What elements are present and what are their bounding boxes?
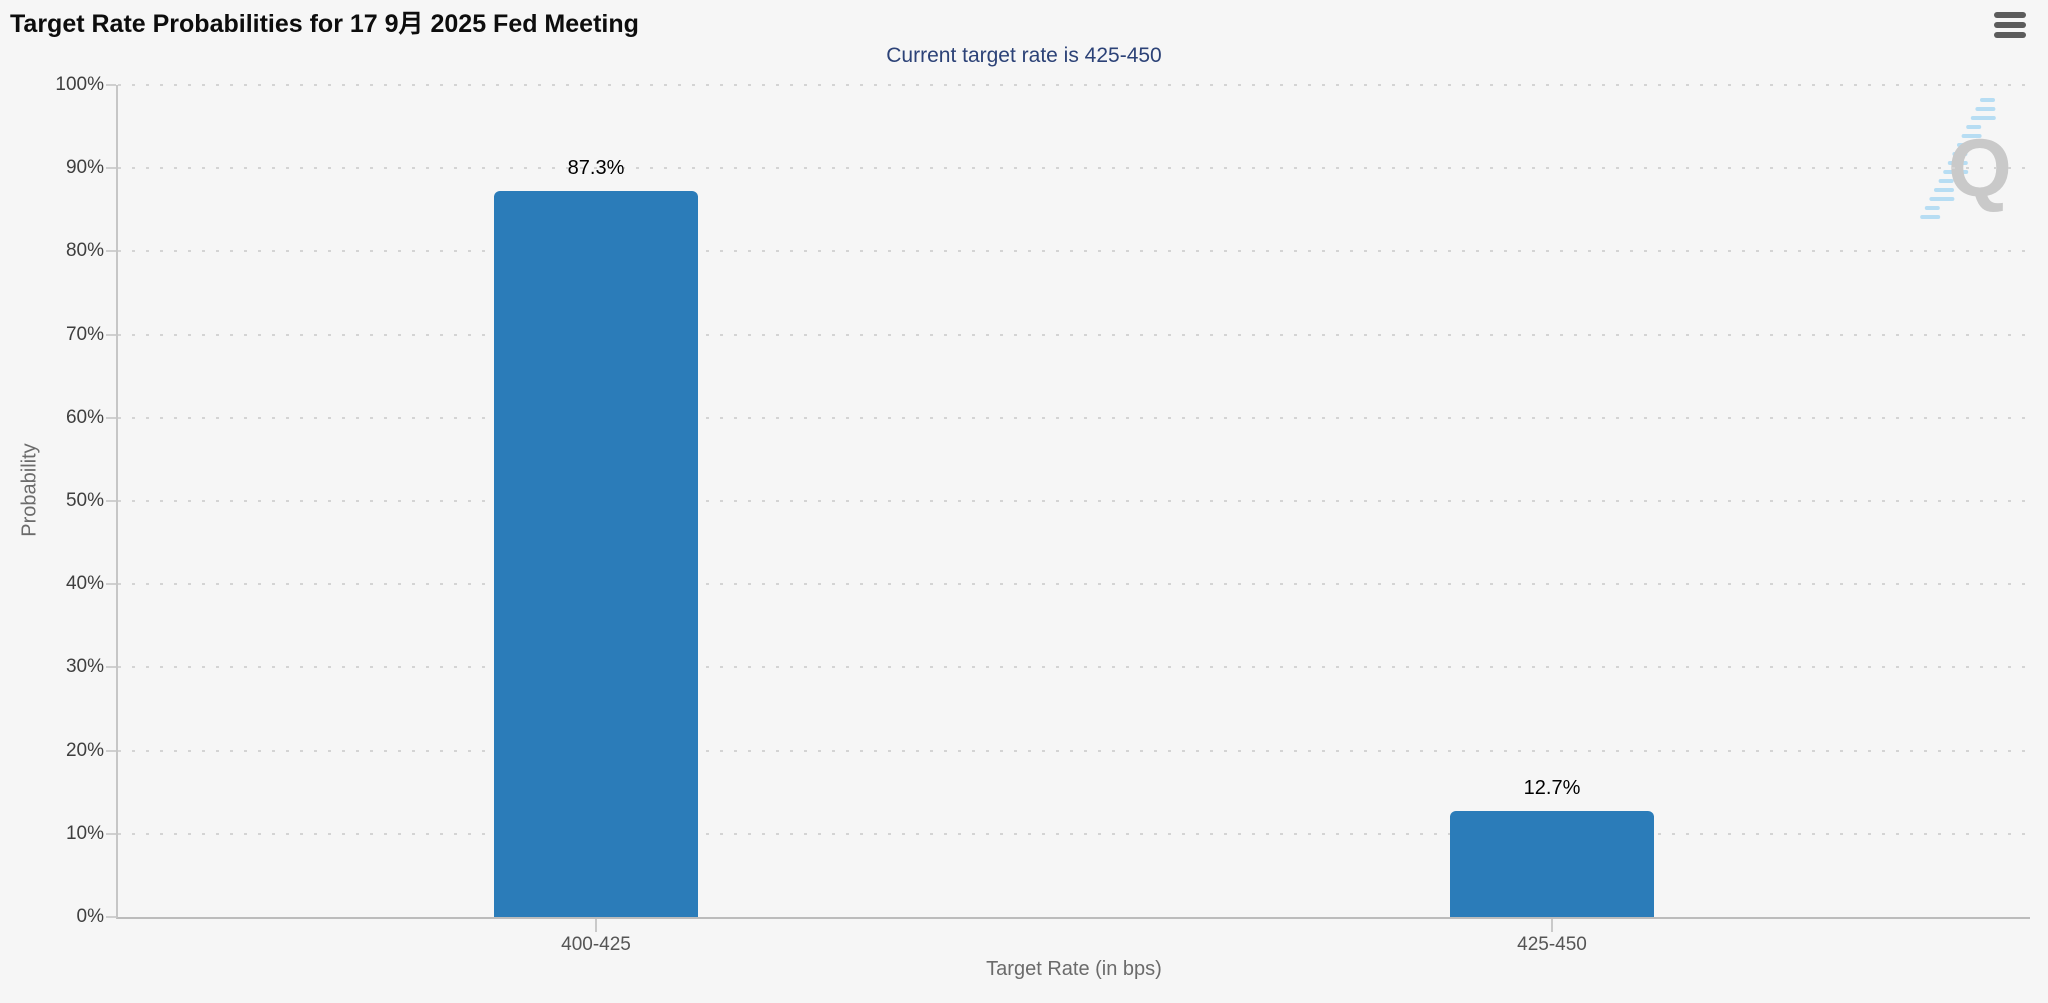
y-gridline — [118, 333, 2030, 336]
watermark-stripes-icon — [1920, 98, 1996, 219]
y-axis-label: 90% — [65, 157, 104, 179]
y-gridline — [118, 84, 2030, 86]
y-axis-label: 80% — [65, 240, 104, 262]
y-axis-label: 10% — [65, 822, 104, 844]
x-axis-title: Target Rate (in bps) — [986, 958, 1162, 980]
y-axis-label: 100% — [55, 74, 104, 95]
y-axis-tick — [106, 84, 116, 86]
chart-title: Target Rate Probabilities for 17 9月 2025… — [10, 10, 639, 38]
y-axis-tick — [106, 916, 116, 918]
y-axis-tick — [106, 500, 116, 502]
y-axis-tick — [106, 749, 116, 752]
y-axis-label: 30% — [65, 656, 104, 678]
y-axis-label: 20% — [65, 739, 104, 761]
y-axis-tick — [106, 832, 116, 835]
y-axis-label: 40% — [65, 573, 104, 595]
y-axis-tick — [106, 416, 116, 419]
y-gridline — [118, 832, 2030, 835]
y-axis-tick — [106, 333, 116, 336]
probability-bar[interactable] — [494, 190, 698, 917]
x-axis-label: 425-450 — [1517, 934, 1587, 955]
hamburger-icon — [1994, 32, 2026, 38]
x-axis-label: 400-425 — [561, 934, 631, 955]
x-axis-tick — [595, 919, 597, 932]
y-gridline — [118, 749, 2030, 752]
y-gridline — [118, 167, 2030, 170]
hamburger-icon — [1994, 12, 2026, 18]
y-axis-tick — [106, 583, 116, 586]
hamburger-menu-button[interactable] — [1994, 12, 2026, 38]
y-gridline — [118, 416, 2030, 419]
x-axis-tick — [1551, 919, 1553, 932]
y-axis-tick — [106, 250, 116, 253]
y-gridline — [118, 250, 2030, 253]
bar-value-label: 87.3% — [567, 156, 625, 179]
hamburger-icon — [1994, 22, 2026, 28]
y-gridline — [118, 500, 2030, 502]
plot-area: 87.3% 12.7% — [116, 84, 2030, 919]
y-axis-label: 60% — [65, 406, 104, 428]
y-axis-tick — [106, 167, 116, 170]
y-axis-label: 0% — [76, 906, 104, 927]
y-axis-label: 70% — [65, 323, 104, 345]
probability-bar[interactable] — [1450, 811, 1654, 917]
y-axis-label: 50% — [65, 490, 104, 511]
chart-subtitle: Current target rate is 425-450 — [886, 44, 1162, 67]
bar-value-label: 12.7% — [1523, 777, 1581, 800]
y-axis-tick — [106, 666, 116, 669]
y-gridline — [118, 583, 2030, 586]
y-gridline — [118, 666, 2030, 669]
